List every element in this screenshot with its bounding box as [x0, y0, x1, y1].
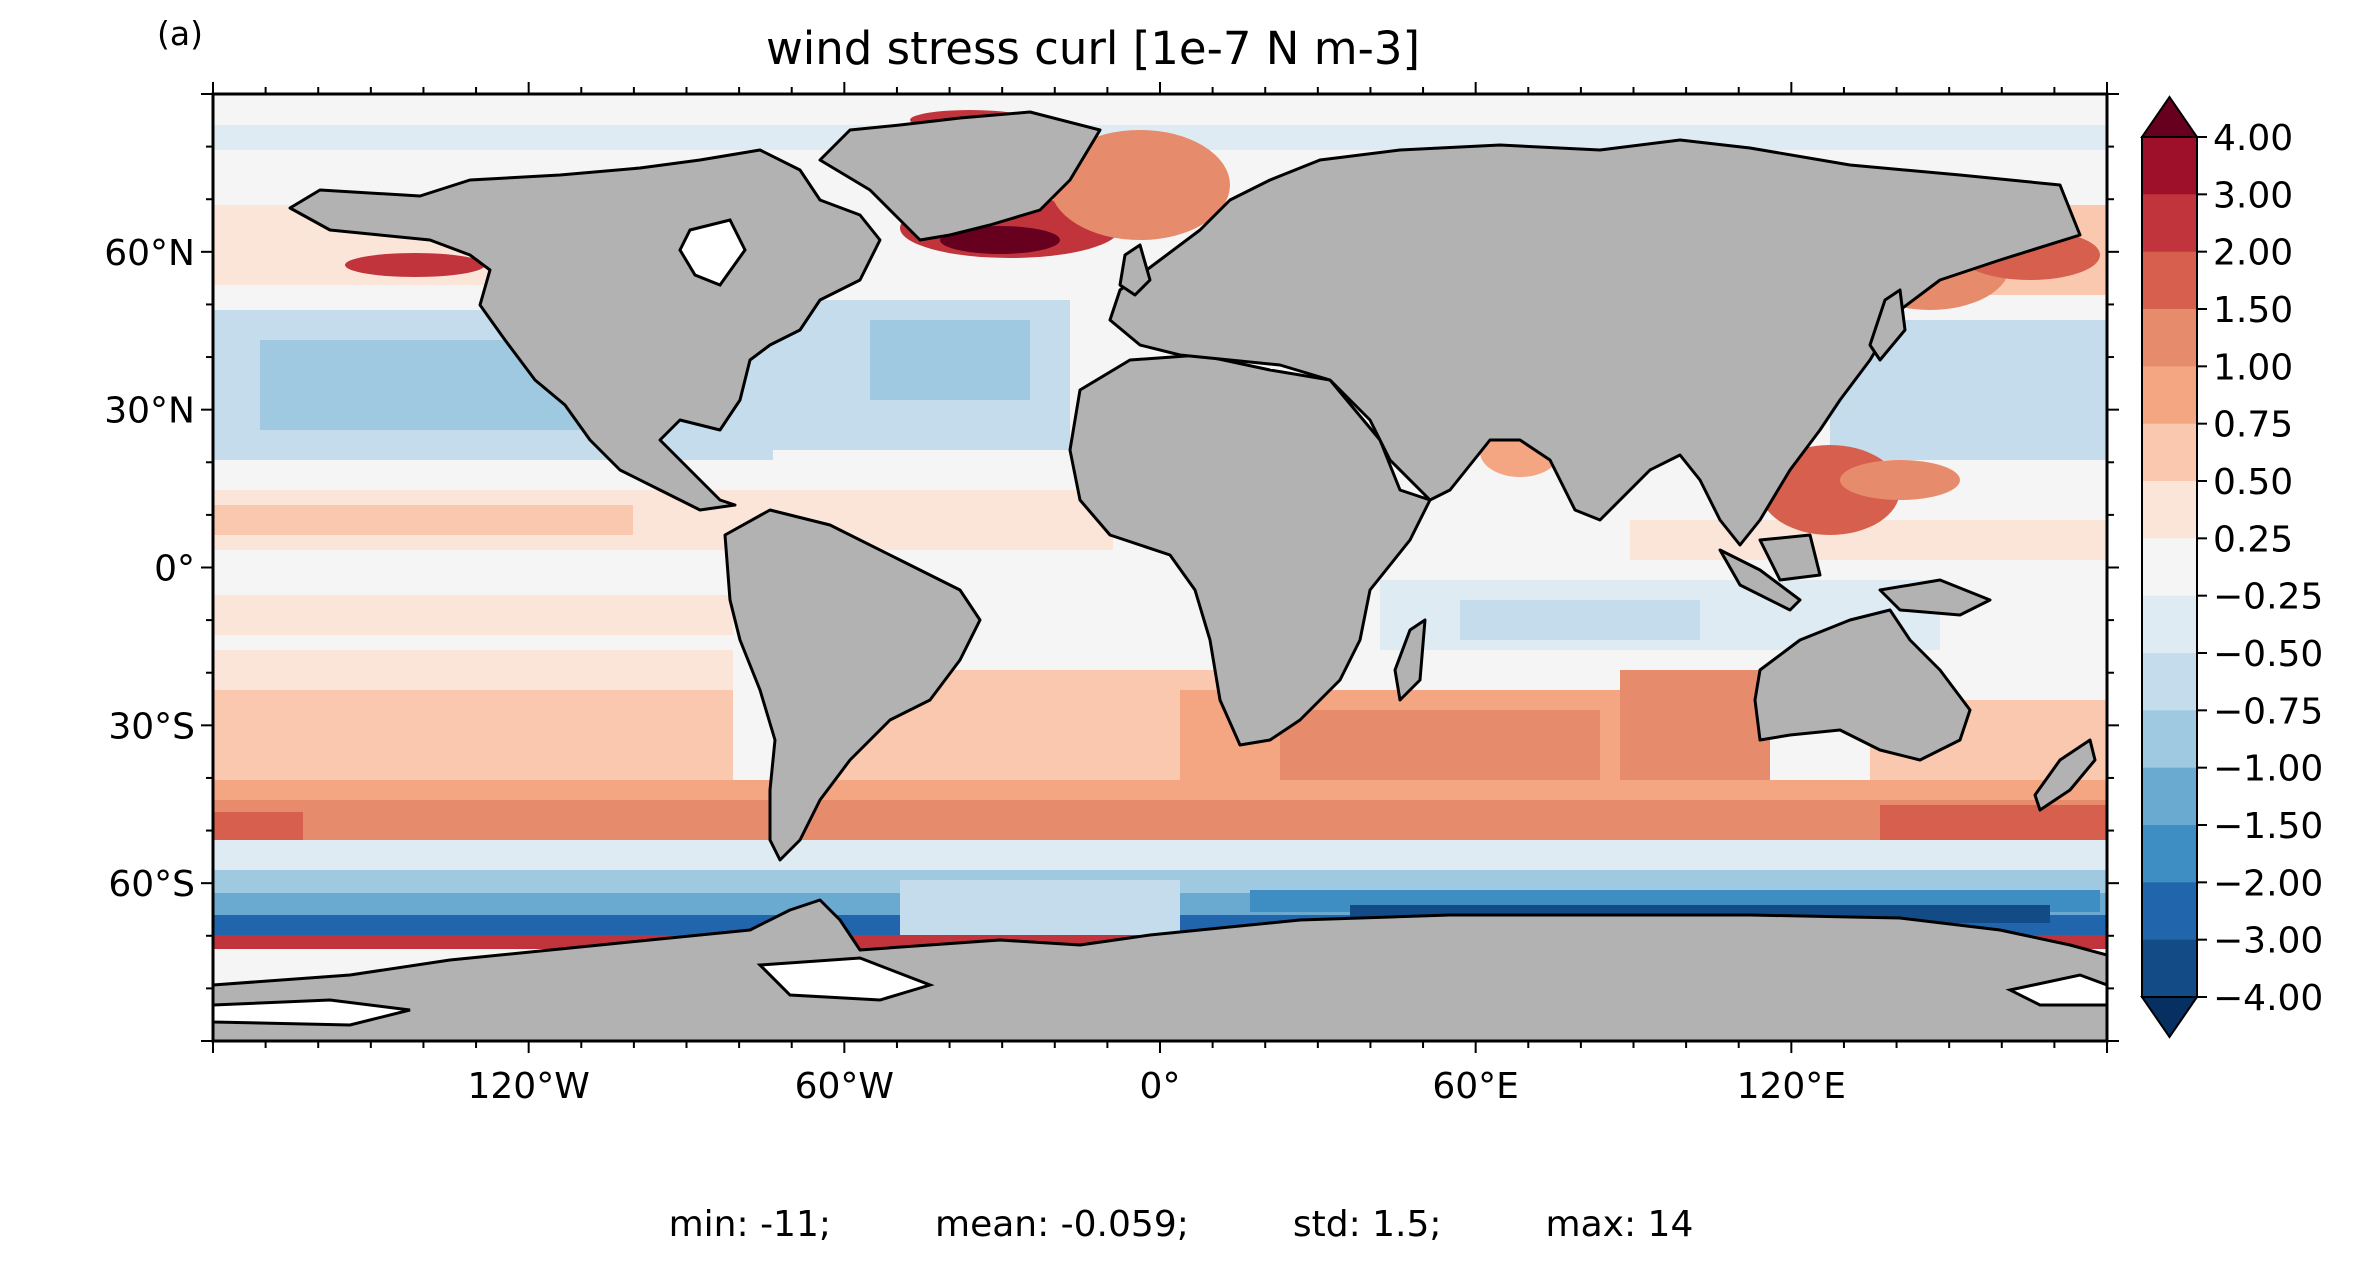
colorbar-label: 2.00 — [2213, 233, 2293, 274]
colorbar-segment — [2142, 481, 2197, 539]
ice-hudson-bay — [678, 218, 747, 287]
colorbar-segment — [2142, 538, 2197, 597]
band-so-trans — [213, 840, 2107, 870]
land-africa — [1068, 353, 1432, 747]
band-trop-s — [213, 595, 733, 635]
colorbar-segment — [2142, 309, 2197, 367]
patch-irminger-core — [940, 226, 1060, 254]
lat-tick-label: 30°S — [108, 706, 195, 747]
band-so-pos-far-e — [1880, 805, 2107, 845]
lat-tick-label: 60°S — [108, 864, 195, 905]
colorbar-label: 0.50 — [2213, 462, 2293, 503]
band-io-neg-core — [1460, 600, 1700, 640]
land-madagascar — [1393, 618, 1427, 702]
stat-std: std: 1.5; — [1292, 1204, 1442, 1245]
colorbar-label: 4.00 — [2213, 118, 2293, 159]
lat-tick-label: 30°N — [104, 391, 195, 432]
colorbar-segment — [2142, 767, 2197, 826]
colorbar-label: −1.50 — [2213, 806, 2323, 847]
colorbar-label: −3.00 — [2213, 921, 2323, 962]
plot-title: wind stress curl [1e-7 N m-3] — [0, 22, 2362, 75]
colorbar-frame — [2141, 136, 2198, 998]
land-eurasia — [1108, 138, 2082, 547]
colorbar-segment — [2142, 251, 2197, 310]
stat-mean: mean: -0.059; — [935, 1204, 1189, 1245]
colorbar-label: 0.25 — [2213, 519, 2293, 560]
land-britain — [1118, 243, 1152, 297]
lat-tick-label: 60°N — [104, 233, 195, 274]
land-new-zealand — [2033, 738, 2097, 812]
colorbar-extend-min — [2140, 996, 2199, 1039]
band-so-pos-far-w — [213, 812, 303, 842]
stats-line: min: -11; mean: -0.059; std: 1.5; max: 14 — [0, 1204, 2362, 1245]
patch-alaska — [345, 253, 485, 277]
land-borneo — [1758, 533, 1822, 582]
colorbar-label: −1.00 — [2213, 749, 2323, 790]
colorbar-segment — [2142, 194, 2197, 253]
band-trop-n-core — [213, 505, 633, 535]
land-australia — [1753, 608, 1972, 762]
patch-norwegian — [1050, 130, 1230, 240]
colorbar-label: −0.50 — [2213, 634, 2323, 675]
ice-ross-shelf — [213, 998, 411, 1027]
colorbar-label: 1.50 — [2213, 290, 2293, 331]
lat-axis: 60°N 30°N 0° 30°S 60°S — [104, 93, 2119, 1042]
band-so-pos-core — [213, 800, 2107, 840]
colorbar: 4.00 3.00 2.00 1.50 1.00 0.75 0.50 0.25 −0.25 −0.… — [2140, 95, 2323, 1039]
colorbar-segment — [2142, 710, 2197, 769]
land-japan — [1868, 288, 1907, 362]
land — [213, 110, 2107, 1041]
ice — [213, 218, 2107, 1027]
colorbar-segment — [2142, 137, 2197, 195]
land-sumatra — [1718, 548, 1802, 612]
colorbar-label: 1.00 — [2213, 347, 2293, 388]
colorbar-label: −0.75 — [2213, 691, 2323, 732]
band-weddell-weak — [900, 880, 1180, 940]
lon-tick-label: 120°E — [1737, 1066, 1846, 1107]
plot-title-text: wind stress curl [1e-7 N m-3] — [765, 22, 1421, 75]
panel-label: (a) — [157, 14, 203, 53]
colorbar-segment — [2142, 939, 2197, 998]
band-sio-pos-core — [1280, 710, 1600, 790]
lat-tick-label: 0° — [154, 549, 195, 590]
band-sio-pos-e — [1620, 670, 1770, 780]
colorbar-segment — [2142, 595, 2197, 654]
band-natl-neg-core — [870, 320, 1030, 400]
stat-min: min: -11; — [668, 1204, 831, 1245]
band-arctic — [213, 94, 2107, 129]
colorbar-label: −0.25 — [2213, 577, 2323, 618]
colorbar-segment — [2142, 825, 2197, 883]
land-antarctica — [213, 898, 2107, 1041]
colorbar-label: 3.00 — [2213, 175, 2293, 216]
lon-axis: 120°W 60°W 0° 60°E 120°E — [212, 82, 2108, 1107]
land-greenland — [818, 110, 1102, 242]
land-south-america — [723, 508, 982, 862]
land-new-guinea — [1878, 578, 1992, 617]
colorbar-label: −4.00 — [2213, 978, 2323, 1019]
colorbar-extend-max — [2140, 95, 2199, 138]
lon-tick-label: 60°W — [795, 1066, 894, 1107]
colorbar-segment — [2142, 882, 2197, 941]
colorbar-label: −2.00 — [2213, 863, 2323, 904]
lon-tick-label: 120°W — [468, 1066, 590, 1107]
colorbar-segment — [2142, 653, 2197, 711]
patch-wpac — [1840, 460, 1960, 500]
colorbar-segment — [2142, 423, 2197, 482]
colorbar-label: 0.75 — [2213, 405, 2293, 446]
colorbar-segment — [2142, 366, 2197, 425]
ice-amery-shelf — [2005, 973, 2107, 1007]
stat-max: max: 14 — [1545, 1204, 1694, 1245]
ice-weddell-shelf — [756, 956, 935, 1002]
lon-tick-label: 0° — [1140, 1066, 1181, 1107]
lon-tick-label: 60°E — [1432, 1066, 1519, 1107]
